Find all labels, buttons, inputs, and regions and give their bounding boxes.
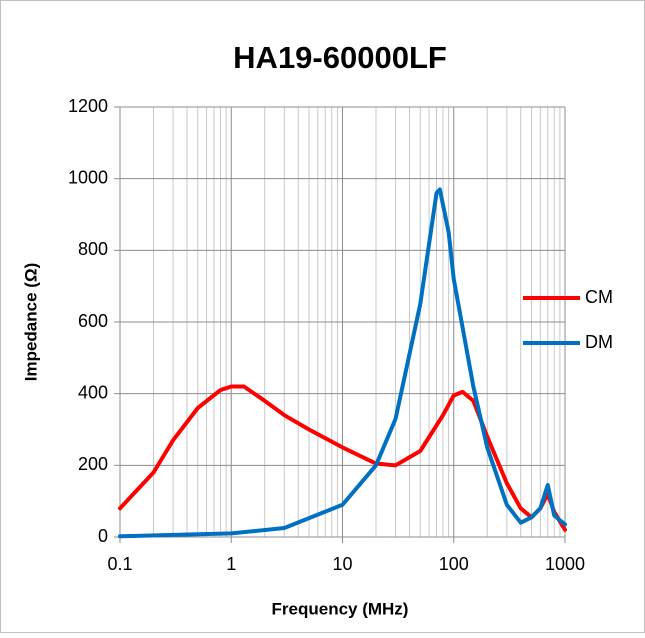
y-axis-label: Impedance (Ω) <box>21 263 40 382</box>
x-tick-label: 10 <box>332 554 352 574</box>
data-line <box>118 384 567 532</box>
x-tick-label: 100 <box>439 554 469 574</box>
y-tick-label: 1200 <box>68 96 108 116</box>
y-tick-label: 200 <box>78 454 108 474</box>
legend-label: CM <box>585 287 613 307</box>
y-tick-label: 0 <box>98 526 108 546</box>
y-tick-label: 800 <box>78 239 108 259</box>
legend-label: DM <box>585 332 613 352</box>
x-tick-label: 1000 <box>545 554 585 574</box>
x-axis-label: Frequency (MHz) <box>272 599 409 618</box>
x-tick-label: 1 <box>226 554 236 574</box>
chart-title: HA19-60000LF <box>233 40 447 75</box>
y-tick-label: 400 <box>78 382 108 402</box>
y-tick-label: 600 <box>78 311 108 331</box>
x-tick-label: 0.1 <box>107 554 132 574</box>
data-line <box>118 187 567 539</box>
y-tick-label: 1000 <box>68 167 108 187</box>
